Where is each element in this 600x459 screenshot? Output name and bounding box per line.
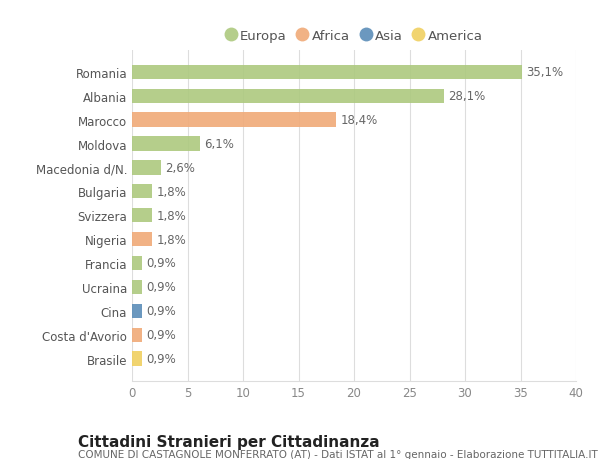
Bar <box>132 352 142 366</box>
Text: 0,9%: 0,9% <box>146 353 176 365</box>
Text: 2,6%: 2,6% <box>166 162 195 174</box>
Text: COMUNE DI CASTAGNOLE MONFERRATO (AT) - Dati ISTAT al 1° gennaio - Elaborazione T: COMUNE DI CASTAGNOLE MONFERRATO (AT) - D… <box>78 449 598 459</box>
Bar <box>132 304 142 318</box>
Bar <box>132 256 142 270</box>
Text: Cittadini Stranieri per Cittadinanza: Cittadini Stranieri per Cittadinanza <box>78 434 380 449</box>
Bar <box>132 90 444 104</box>
Text: 0,9%: 0,9% <box>146 281 176 294</box>
Text: 1,8%: 1,8% <box>157 209 186 222</box>
Bar <box>132 328 142 342</box>
Bar <box>132 185 152 199</box>
Bar <box>132 232 152 247</box>
Bar <box>132 280 142 294</box>
Bar <box>132 137 200 151</box>
Text: 28,1%: 28,1% <box>448 90 485 103</box>
Bar <box>132 208 152 223</box>
Text: 18,4%: 18,4% <box>341 114 378 127</box>
Text: 1,8%: 1,8% <box>157 185 186 198</box>
Text: 35,1%: 35,1% <box>526 66 563 79</box>
Bar <box>132 113 336 128</box>
Text: 0,9%: 0,9% <box>146 257 176 270</box>
Text: 6,1%: 6,1% <box>204 138 234 151</box>
Text: 1,8%: 1,8% <box>157 233 186 246</box>
Text: 0,9%: 0,9% <box>146 305 176 318</box>
Bar <box>132 161 161 175</box>
Legend: Europa, Africa, Asia, America: Europa, Africa, Asia, America <box>220 24 488 48</box>
Bar <box>132 66 521 80</box>
Text: 0,9%: 0,9% <box>146 329 176 341</box>
